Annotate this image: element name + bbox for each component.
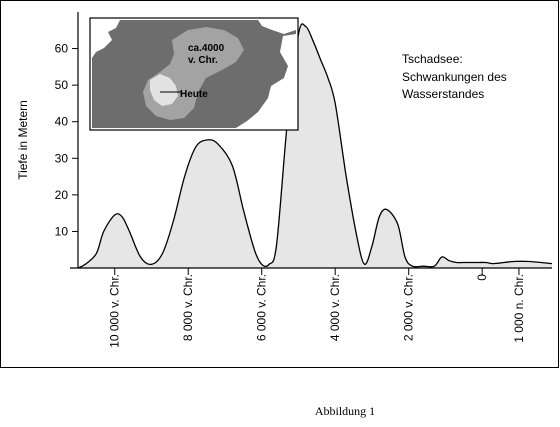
x-tick-label: 4 000 v. Chr.	[328, 274, 342, 341]
inset-label-heute: Heute	[180, 89, 208, 100]
y-tick-label: 50	[55, 78, 69, 92]
x-tick-label: 6 000 v. Chr.	[255, 274, 269, 341]
figure-caption: Abbildung 1	[314, 404, 376, 418]
y-tick-label: 30	[55, 151, 69, 165]
chart-subtitle-line2: Wasserstandes	[402, 87, 484, 101]
x-tick-label: 0	[475, 274, 489, 281]
inset-map-current-lake	[150, 74, 178, 106]
x-tick-label: 2 000 v. Chr.	[402, 274, 416, 341]
chart-title: Tschadsee:	[402, 52, 463, 66]
x-tick-label: 8 000 v. Chr.	[181, 274, 195, 341]
inset-label-v-chr: v. Chr.	[188, 55, 218, 66]
y-tick-label: 40	[55, 115, 69, 129]
inset-label-ca-4000: ca.4000	[188, 43, 225, 54]
water-level-area	[78, 23, 552, 269]
y-axis-label: Tiefe in Metern	[16, 100, 30, 180]
y-tick-label: 10	[55, 224, 69, 238]
inset-map-light-patch-2	[258, 20, 296, 34]
inset-map-light-patch	[92, 20, 120, 58]
x-tick-label: 10 000 v. Chr.	[108, 274, 122, 348]
chart-subtitle: Schwankungen des	[402, 70, 507, 84]
inset-map: ca.4000 v. Chr. Heute	[89, 17, 299, 131]
y-tick-label: 60	[55, 42, 69, 56]
x-tick-label: 1 000 n. Chr.	[512, 274, 526, 343]
y-tick-label: 20	[55, 188, 69, 202]
water-level-line	[77, 23, 553, 269]
